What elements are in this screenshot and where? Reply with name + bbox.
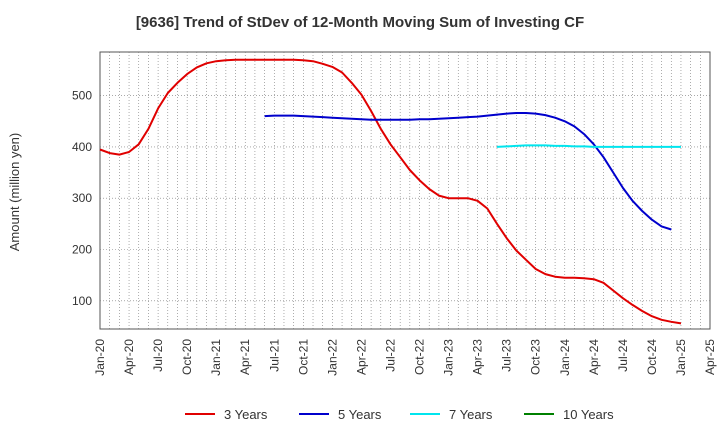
- y-axis-ticks: 100 200 300 400 500: [72, 89, 92, 308]
- x-tick-label: Jul-23: [500, 339, 514, 372]
- y-tick-label: 500: [72, 89, 92, 103]
- x-tick-label: Apr-20: [122, 339, 136, 375]
- x-tick-label: Jan-22: [325, 339, 339, 376]
- x-tick-label: Jul-22: [383, 339, 397, 372]
- x-tick-label: Oct-22: [413, 339, 427, 375]
- grid-lines: [100, 52, 710, 329]
- y-tick-label: 100: [72, 294, 92, 308]
- chart-title: [9636] Trend of StDev of 12-Month Moving…: [135, 14, 585, 31]
- x-tick-label: Apr-22: [354, 339, 368, 375]
- legend-label: 7 Years: [449, 407, 493, 422]
- x-tick-label: Jan-23: [442, 339, 456, 376]
- x-tick-label: Jul-21: [267, 339, 281, 372]
- x-tick-label: Apr-21: [238, 339, 252, 375]
- x-tick-label: Apr-25: [703, 339, 717, 375]
- x-tick-label: Oct-21: [296, 339, 310, 375]
- plot-background: [99, 51, 711, 330]
- x-tick-label: Jan-21: [209, 339, 223, 376]
- y-tick-label: 400: [72, 140, 92, 154]
- series-lines: [99, 58, 682, 325]
- series-line: [99, 58, 682, 325]
- x-tick-label: Jan-25: [674, 339, 688, 376]
- legend: 3 Years 5 Years 7 Years 10 Years: [185, 407, 614, 422]
- x-axis-ticks: Jan-20 Apr-20 Jul-20 Oct-20 Jan-21 Apr-21 Jul-…: [93, 339, 717, 376]
- x-tick-label: Jul-24: [616, 339, 630, 372]
- x-tick-label: Oct-20: [180, 339, 194, 375]
- legend-label: 3 Years: [224, 407, 268, 422]
- x-tick-label: Apr-23: [471, 339, 485, 375]
- x-tick-label: Jan-20: [93, 339, 107, 376]
- series-line: [496, 144, 681, 148]
- series-line: [264, 112, 672, 231]
- x-tick-label: Jan-24: [558, 339, 572, 376]
- x-tick-label: Oct-24: [645, 339, 659, 375]
- y-tick-label: 200: [72, 242, 92, 256]
- x-tick-label: Oct-23: [529, 339, 543, 375]
- x-tick-label: Apr-24: [587, 339, 601, 375]
- x-tick-label: Jul-20: [151, 339, 165, 372]
- legend-label: 10 Years: [563, 407, 614, 422]
- legend-label: 5 Years: [338, 407, 382, 422]
- y-axis-label: Amount (million yen): [7, 133, 22, 252]
- y-tick-label: 300: [72, 191, 92, 205]
